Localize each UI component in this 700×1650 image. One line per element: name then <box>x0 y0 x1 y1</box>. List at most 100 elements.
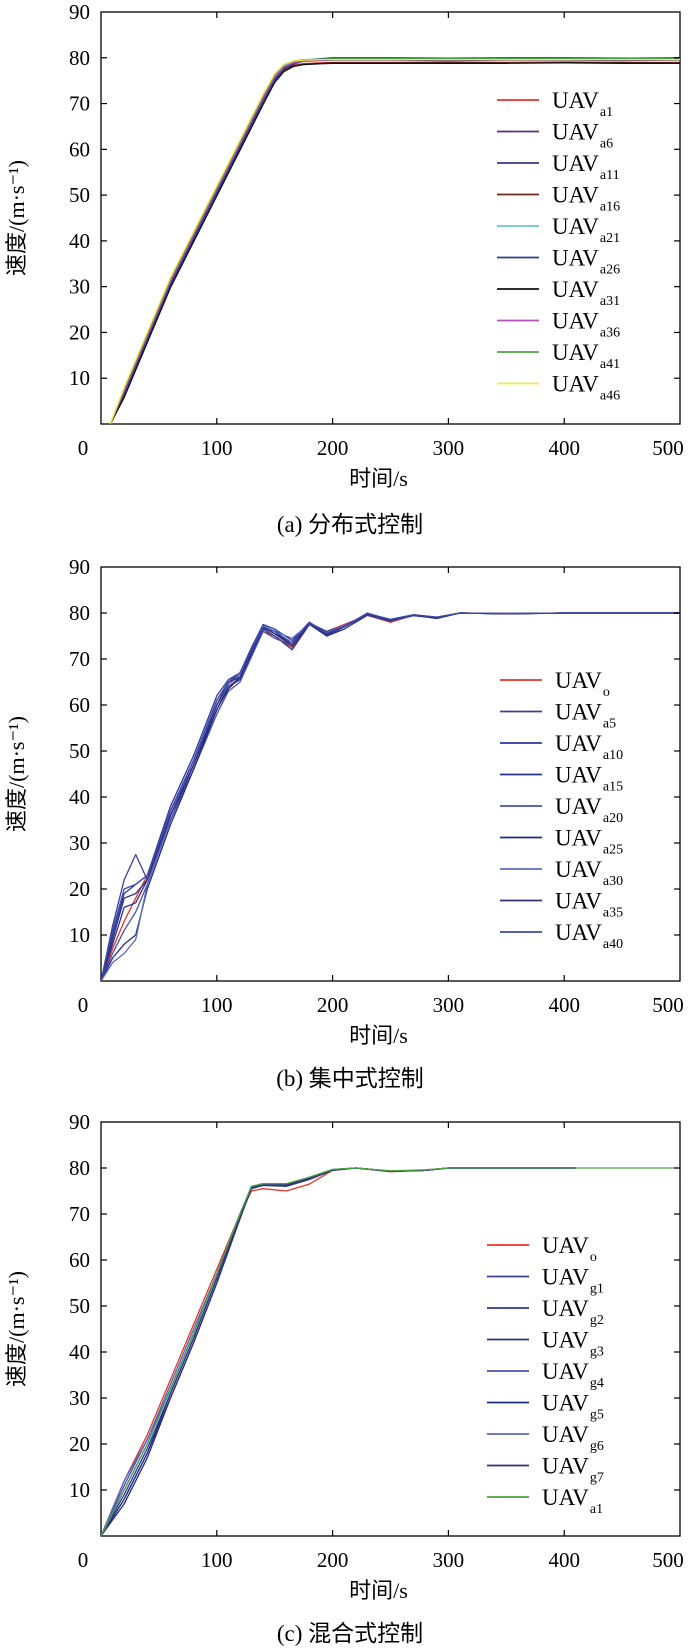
series-line-a1 <box>101 1167 680 1536</box>
legend-entry-a10: UAVa10 <box>555 731 623 763</box>
x-tick-label: 200 <box>317 993 349 1017</box>
series-line-a46 <box>109 58 680 424</box>
legend-entry-g1: UAVg1 <box>542 1265 604 1297</box>
y-tick-label: 40 <box>69 229 90 253</box>
legend-entry-a16: UAVa16 <box>552 183 620 215</box>
legend-entry-g2: UAVg2 <box>542 1296 604 1328</box>
plot-frame <box>100 11 681 425</box>
x-tick-label: 100 <box>201 1548 233 1572</box>
legend-entry-a46: UAVa46 <box>552 372 620 404</box>
legend-entry-a1: UAVa1 <box>552 88 613 120</box>
y-tick-label: 30 <box>69 275 90 299</box>
legend-entry-a25: UAVa25 <box>555 826 623 858</box>
y-tick-label: 10 <box>69 366 90 390</box>
series-line-a26 <box>109 57 680 424</box>
legend-entry-a15: UAVa15 <box>555 763 623 795</box>
x-tick-label: 100 <box>201 993 233 1017</box>
x-tick-label: 300 <box>433 993 465 1017</box>
legend-entry-a5: UAVa5 <box>555 700 616 732</box>
legend-entry-o: UAVo <box>555 668 610 700</box>
legend-entry-g3: UAVg3 <box>542 1328 604 1360</box>
x-tick-label: 500 <box>652 1548 684 1572</box>
legend-entry-a36: UAVa36 <box>552 309 620 341</box>
series-line-a31 <box>109 62 680 424</box>
legend-entry-g5: UAVg5 <box>542 1391 604 1423</box>
series-line-a41 <box>109 58 680 424</box>
x-tick-label: 500 <box>652 436 684 460</box>
y-tick-label: 60 <box>69 137 90 161</box>
y-axis-title: 速度/(m·s⁻¹) <box>4 716 29 832</box>
series-lines <box>101 612 680 981</box>
y-tick-label: 70 <box>69 92 90 116</box>
y-tick-label: 90 <box>69 555 90 579</box>
chart-panel-2: 0 100 200 300 400 500 10 20 30 40 50 60 70 80 90 时间/s 速度… <box>4 555 684 1091</box>
y-tick-label: 70 <box>69 1202 90 1226</box>
series-line-o <box>101 1167 576 1536</box>
legend-entry-a11: UAVa11 <box>552 151 620 183</box>
x-tick-label: 0 <box>78 1548 89 1572</box>
legend-entry-a40: UAVa40 <box>555 920 623 952</box>
y-tick-label: 80 <box>69 601 90 625</box>
series-line-g1 <box>101 1167 576 1536</box>
x-axis-title: 时间/s <box>349 1578 408 1603</box>
y-tick-label: 50 <box>69 739 90 763</box>
series-line-g2 <box>101 1167 576 1536</box>
y-tick-label: 30 <box>69 1386 90 1410</box>
y-tick-label: 60 <box>69 1248 90 1272</box>
series-line-a1 <box>109 61 680 424</box>
series-line-g3 <box>101 1167 576 1536</box>
legend-entry-g4: UAVg4 <box>542 1359 604 1391</box>
y-tick-label: 20 <box>69 1432 90 1456</box>
y-tick-label: 40 <box>69 785 90 809</box>
x-tick-label: 300 <box>433 1548 465 1572</box>
x-tick-label: 0 <box>78 993 89 1017</box>
x-tick-label: 400 <box>548 1548 580 1572</box>
y-tick-label: 70 <box>69 647 90 671</box>
series-line-g4 <box>101 1167 576 1536</box>
series-lines <box>109 57 680 424</box>
series-line-a36 <box>109 58 680 424</box>
legend: UAVa1UAVa6UAVa11UAVa16UAVa21UAVa26UAVa31… <box>497 88 620 404</box>
legend-entry-a6: UAVa6 <box>552 120 613 152</box>
y-tick-label: 10 <box>69 1478 90 1502</box>
x-axis-title: 时间/s <box>349 1023 408 1048</box>
x-tick-label: 300 <box>433 436 465 460</box>
y-axis-title: 速度/(m·s⁻¹) <box>4 160 29 276</box>
y-tick-label: 40 <box>69 1340 90 1364</box>
series-line-a6 <box>109 59 680 424</box>
series-line-a11 <box>109 57 680 424</box>
legend-entry-a20: UAVa20 <box>555 794 623 826</box>
series-lines <box>101 1167 680 1536</box>
y-tick-label: 80 <box>69 1156 90 1180</box>
x-tick-label: 400 <box>548 436 580 460</box>
legend-entry-a31: UAVa31 <box>552 277 620 309</box>
x-tick-label: 0 <box>78 436 89 460</box>
panel-caption: (a) 分布式控制 <box>277 512 423 537</box>
legend: UAVoUAVg1UAVg2UAVg3UAVg4UAVg5UAVg6UAVg7U… <box>487 1233 604 1517</box>
y-tick-label: 60 <box>69 693 90 717</box>
plot-frame <box>100 566 681 982</box>
legend-entry-a30: UAVa30 <box>555 857 623 889</box>
chart-panel-1: 0 100 200 300 400 500 10 20 30 40 50 60 70 80 90 时间/s 速度… <box>4 0 684 537</box>
series-line-a21 <box>109 58 680 424</box>
legend-entry-o: UAVo <box>542 1233 597 1265</box>
chart-panel-3: 0 100 200 300 400 500 10 20 30 40 50 60 70 80 90 时间/s 速度… <box>4 1110 684 1646</box>
series-line-a40 <box>101 612 680 981</box>
legend-entry-g6: UAVg6 <box>542 1422 604 1454</box>
series-line-g6 <box>101 1167 576 1536</box>
series-line-g5 <box>101 1167 576 1536</box>
y-tick-label: 50 <box>69 183 90 207</box>
y-tick-label: 50 <box>69 1294 90 1318</box>
y-tick-label: 30 <box>69 831 90 855</box>
x-tick-label: 400 <box>548 993 580 1017</box>
x-tick-label: 100 <box>201 436 233 460</box>
x-axis-title: 时间/s <box>349 466 408 491</box>
panel-caption: (b) 集中式控制 <box>276 1066 424 1091</box>
legend-entry-a21: UAVa21 <box>552 214 620 246</box>
series-line-a16 <box>109 61 680 424</box>
y-tick-label: 20 <box>69 320 90 344</box>
plot-frame <box>100 1121 681 1537</box>
x-tick-label: 200 <box>317 1548 349 1572</box>
